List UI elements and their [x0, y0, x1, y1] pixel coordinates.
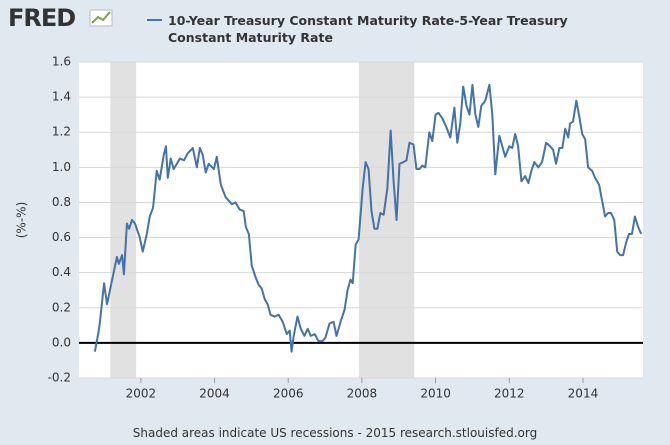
y-tick-label: -0.2 [48, 371, 71, 385]
x-tick-label: 2004 [199, 387, 230, 401]
x-tick-label: 2006 [273, 387, 304, 401]
y-tick-label: 1.0 [52, 160, 71, 174]
y-tick-label: 0.0 [52, 335, 71, 349]
y-tick-label: 0.4 [52, 265, 71, 279]
y-tick-label: 1.4 [52, 90, 71, 104]
y-tick-label: 1.2 [52, 125, 71, 139]
footer: Shaded areas indicate US recessions - 20… [132, 426, 538, 440]
x-tick-label: 2008 [347, 387, 378, 401]
x-tick-label: 2014 [568, 387, 599, 401]
logo-icon-line [91, 11, 111, 24]
x-tick-label: 2012 [494, 387, 525, 401]
y-tick-label: 0.8 [52, 195, 71, 209]
x-tick-label: 2002 [126, 387, 157, 401]
y-axis-label: (%-%) [15, 202, 29, 239]
legend-label: 10-Year Treasury Constant Maturity Rate-… [168, 13, 568, 45]
logo: FRED [8, 4, 76, 32]
data-line [93, 83, 643, 353]
y-tick-label: 0.6 [52, 230, 71, 244]
y-tick-label: 0.2 [52, 300, 71, 314]
x-tick-label: 2010 [420, 387, 451, 401]
recession-band [358, 62, 415, 378]
y-tick-label: 1.6 [52, 55, 71, 69]
